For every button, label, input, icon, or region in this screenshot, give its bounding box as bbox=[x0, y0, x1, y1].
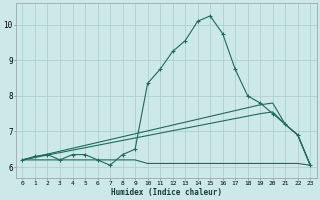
X-axis label: Humidex (Indice chaleur): Humidex (Indice chaleur) bbox=[111, 188, 222, 197]
